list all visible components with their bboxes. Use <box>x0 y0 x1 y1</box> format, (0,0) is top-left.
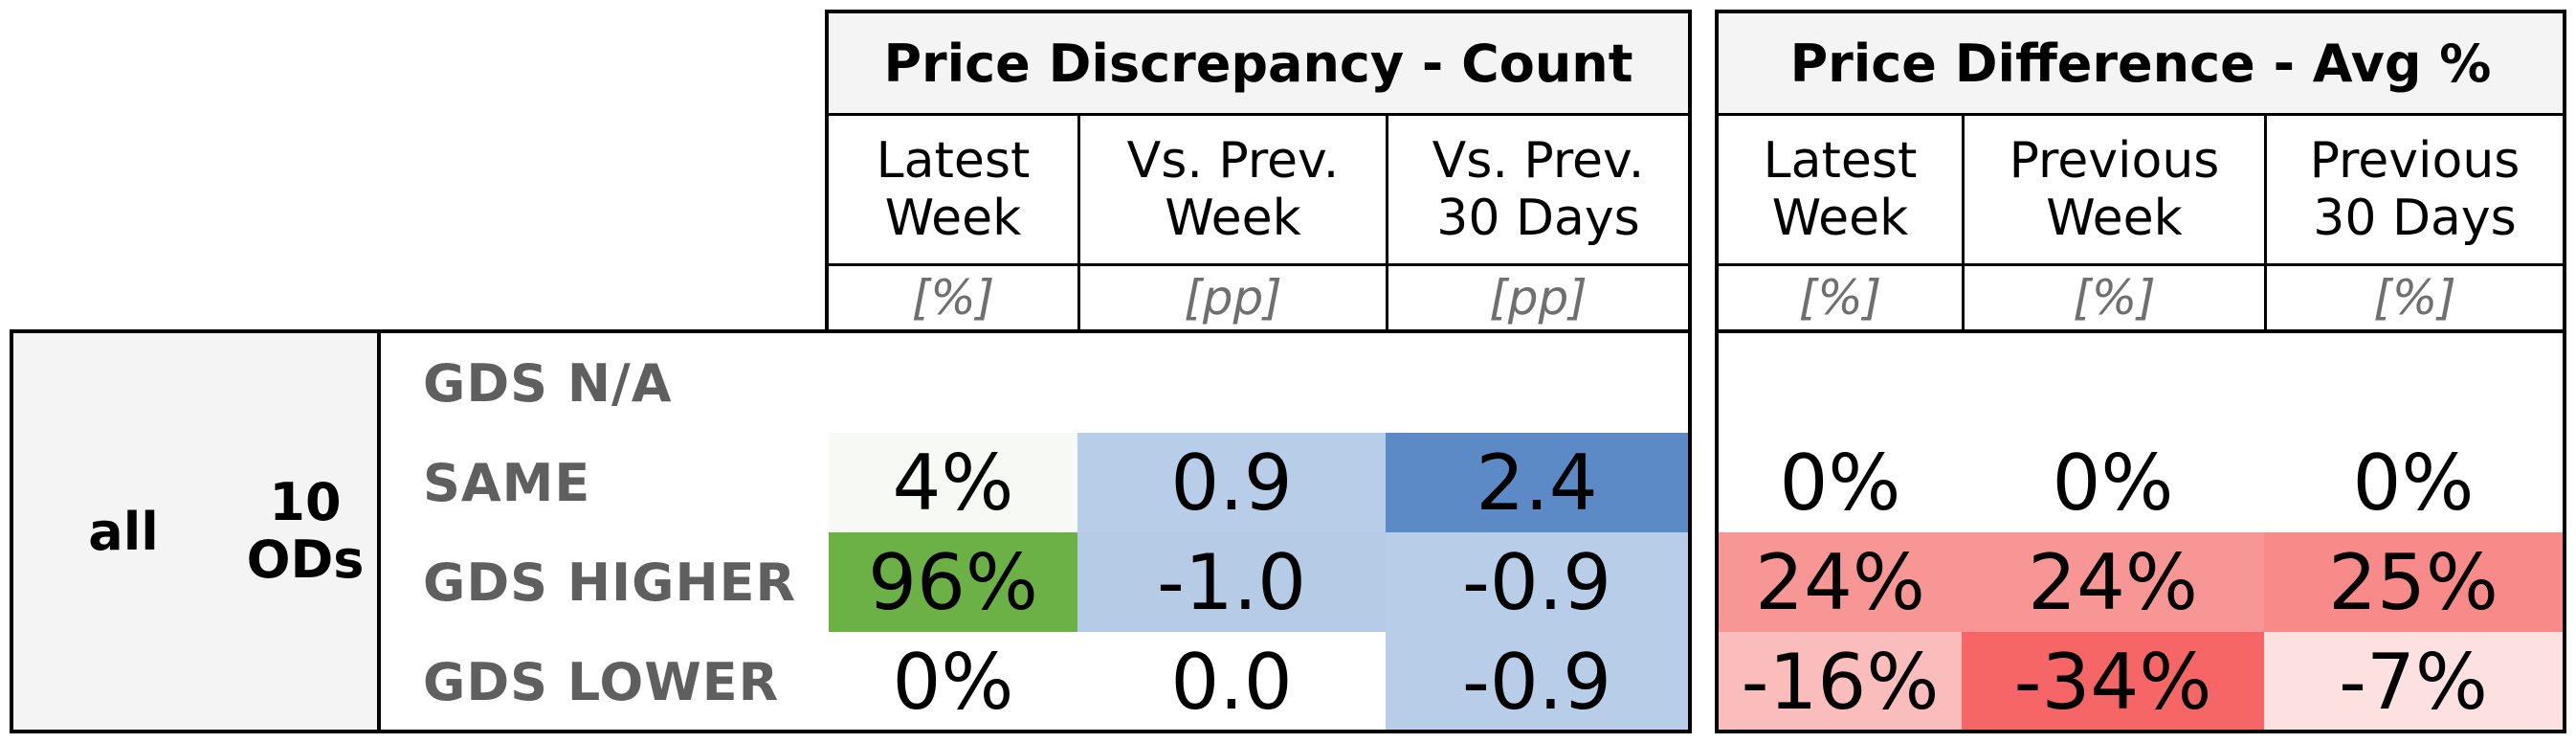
data-cell: 96% <box>829 532 1077 632</box>
data-cell: 2.4 <box>1386 433 1688 532</box>
data-cell: 0.0 <box>1077 632 1386 732</box>
data-cell: 25% <box>2264 532 2563 632</box>
column-header: Previous Week <box>1962 116 2264 263</box>
data-cell: -0.9 <box>1386 632 1688 732</box>
data-cell: 0% <box>1719 433 1962 532</box>
row-group-level2: 10 ODs <box>246 472 365 590</box>
data-cell: 24% <box>1962 532 2264 632</box>
data-cell: 0% <box>2264 433 2563 532</box>
column-unit: [pp] <box>1077 266 1386 329</box>
column-header: Latest Week <box>1763 132 1918 247</box>
row-label-gds-lower: GDS LOWER <box>423 651 780 712</box>
data-cell: 0% <box>829 632 1077 732</box>
data-cell <box>1077 333 1386 433</box>
row-label-same: SAME <box>423 452 591 513</box>
row-label-gds-higher: GDS HIGHER <box>423 552 797 613</box>
data-cell: -7% <box>2264 632 2563 732</box>
data-cell: -16% <box>1719 632 1962 732</box>
data-cell: 0.9 <box>1077 433 1386 532</box>
price-discrepancy-header: Price Discrepancy - Count Latest Week Vs… <box>825 10 1692 333</box>
data-cell: 0% <box>1962 433 2264 532</box>
data-cell <box>2264 333 2563 433</box>
panel-title: Price Difference - Avg % <box>1719 13 2563 113</box>
column-header: Vs. Prev. Week <box>1077 116 1386 263</box>
column-unit: [%] <box>911 270 995 326</box>
column-unit: [%] <box>2264 266 2563 329</box>
data-cell <box>1719 333 1962 433</box>
price-difference-header: Price Difference - Avg % Latest Week Pre… <box>1715 10 2566 333</box>
data-cell <box>1962 333 2264 433</box>
column-header: Previous 30 Days <box>2264 116 2563 263</box>
column-unit: [pp] <box>1386 266 1688 329</box>
data-cell: -0.9 <box>1386 532 1688 632</box>
row-header-block: all 10 ODs <box>10 329 381 733</box>
data-cell: 4% <box>829 433 1077 532</box>
row-group-level1: all <box>88 501 159 562</box>
row-label-gds-na: GDS N/A <box>423 352 673 414</box>
column-header: Latest Week <box>876 132 1031 247</box>
data-cell: -1.0 <box>1077 532 1386 632</box>
column-header: Vs. Prev. 30 Days <box>1386 116 1688 263</box>
data-cell: -34% <box>1962 632 2264 732</box>
data-cell <box>1386 333 1688 433</box>
data-cell <box>829 333 1077 433</box>
data-cell: 24% <box>1719 532 1962 632</box>
column-unit: [%] <box>1962 266 2264 329</box>
column-unit: [%] <box>1798 270 1882 326</box>
panel-title: Price Discrepancy - Count <box>829 13 1688 113</box>
